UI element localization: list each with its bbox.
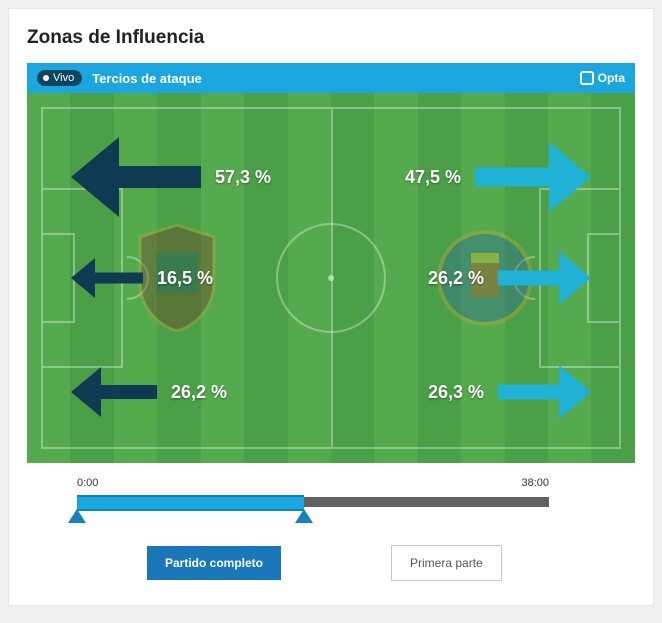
opta-icon (580, 71, 594, 85)
arrow-left-bot (71, 367, 157, 417)
first-half-button[interactable]: Primera parte (391, 545, 502, 581)
pct-right-bot: 26,3 % (428, 382, 484, 403)
pct-left-bot: 26,2 % (171, 382, 227, 403)
timeline-start-label: 0:00 (77, 477, 98, 489)
arrow-right-mid (498, 251, 591, 305)
arrow-left-top (71, 137, 201, 217)
pct-left-top: 57,3 % (215, 167, 271, 188)
influence-card: Zonas de Influencia Vivo Tercios de ataq… (8, 8, 654, 606)
full-match-button[interactable]: Partido completo (147, 546, 281, 580)
zone-row-mid: 16,5 % 26,2 % (27, 251, 635, 305)
timeline-end-label: 38:00 (521, 477, 549, 489)
timeline-handle-start[interactable] (68, 509, 86, 523)
header-subtitle: Tercios de ataque (92, 71, 202, 86)
live-dot-icon (43, 75, 49, 81)
zone-row-top: 57,3 % 47,5 % (27, 137, 635, 217)
arrow-right-bot (498, 365, 591, 419)
pct-right-top: 47,5 % (405, 167, 461, 188)
header-bar: Vivo Tercios de ataque Opta (27, 63, 635, 93)
arrow-left-mid (71, 258, 143, 298)
live-label: Vivo (53, 72, 74, 84)
card-title: Zonas de Influencia (27, 27, 635, 49)
live-badge: Vivo (37, 70, 82, 86)
arrow-right-top (475, 142, 591, 212)
header-bar-left: Vivo Tercios de ataque (37, 70, 202, 86)
button-row: Partido completo Primera parte (147, 545, 635, 581)
timeline: 0:00 38:00 (57, 477, 605, 523)
timeline-track[interactable] (77, 491, 549, 523)
pct-left-mid: 16,5 % (157, 268, 213, 289)
pct-right-mid: 26,2 % (428, 268, 484, 289)
pitch: 57,3 % 47,5 % 16,5 % 26,2 % 26,2 % (27, 93, 635, 463)
zone-row-bot: 26,2 % 26,3 % (27, 365, 635, 419)
provider-label: Opta (598, 71, 625, 85)
timeline-labels: 0:00 38:00 (77, 477, 549, 489)
timeline-handle-end[interactable] (295, 509, 313, 523)
provider-badge: Opta (580, 71, 625, 85)
